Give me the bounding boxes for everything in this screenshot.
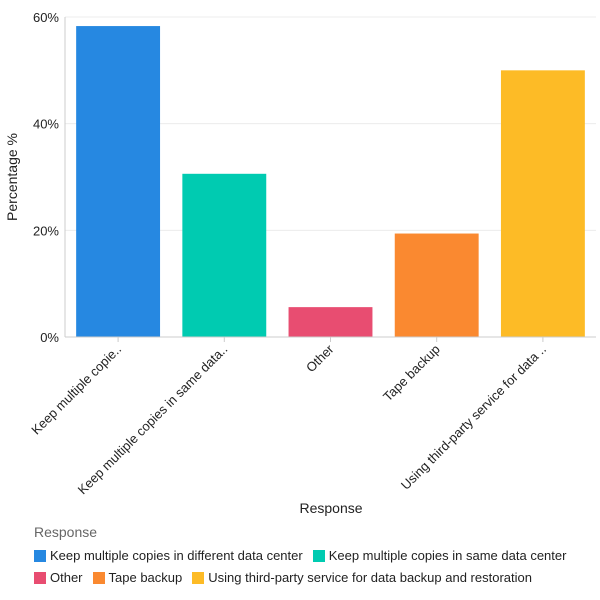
y-tick-label: 20% <box>33 223 59 238</box>
legend-label: Keep multiple copies in same data center <box>328 548 567 563</box>
legend: Response Keep multiple copies in differe… <box>34 524 594 585</box>
legend-swatch <box>312 549 325 562</box>
legend-title: Response <box>34 524 98 540</box>
x-tick-label: Other <box>303 341 337 375</box>
x-tick-labels: Keep multiple copie..Keep multiple copie… <box>28 341 549 497</box>
legend-label: Tape backup <box>108 570 183 585</box>
bar-1[interactable] <box>76 26 161 338</box>
x-tick-label: Tape backup <box>380 342 443 405</box>
legend-swatch <box>34 571 46 584</box>
legend-item[interactable]: Other <box>34 570 83 585</box>
x-axis-title: Response <box>299 500 362 516</box>
legend-item[interactable]: Tape backup <box>92 570 183 585</box>
x-tick-label: Keep multiple copie.. <box>28 342 124 438</box>
bar-chart: 0% 20% 40% 60% Keep multiple copie..Keep mu… <box>4 10 596 516</box>
legend-item[interactable]: Keep multiple copies in same data center <box>312 548 567 563</box>
legend-item[interactable]: Keep multiple copies in different data c… <box>34 548 303 563</box>
legend-items: Keep multiple copies in different data c… <box>34 548 579 585</box>
legend-swatch <box>192 571 205 584</box>
bars-layer <box>76 26 585 338</box>
bar-4[interactable] <box>394 233 479 337</box>
legend-item[interactable]: Using third-party service for data backu… <box>192 570 532 585</box>
bar-3[interactable] <box>288 307 373 337</box>
y-tick-label: 40% <box>33 117 59 132</box>
bar-2[interactable] <box>182 173 267 337</box>
legend-label: Keep multiple copies in different data c… <box>50 548 303 563</box>
y-tick-label: 60% <box>33 10 59 25</box>
axis-layer <box>64 17 596 342</box>
legend-swatch <box>92 571 105 584</box>
y-axis-title: Percentage % <box>4 133 20 221</box>
legend-swatch <box>34 549 46 562</box>
y-tick-label: 0% <box>40 330 59 345</box>
y-tick-labels: 0% 20% 40% 60% <box>33 10 59 345</box>
legend-label: Other <box>50 570 83 585</box>
legend-label: Using third-party service for data backu… <box>208 570 532 585</box>
bar-5[interactable] <box>500 70 585 337</box>
